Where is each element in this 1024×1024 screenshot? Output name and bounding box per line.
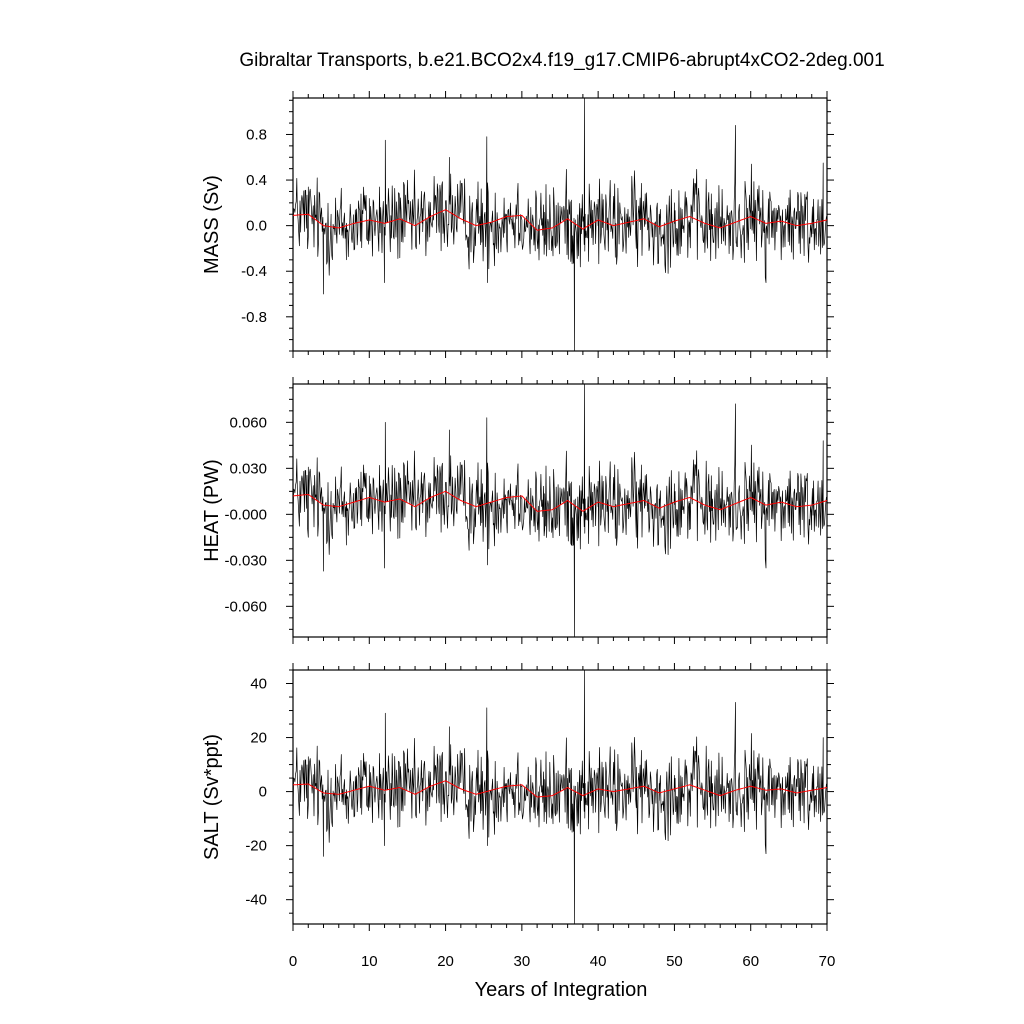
y-tick-label: -0.8	[241, 309, 267, 326]
series-smoothed-line	[292, 490, 828, 512]
x-tick-label: 10	[361, 953, 378, 970]
panels: 0.8 0.4 0.0 -0.4 -0.8 MASS (Sv) 0.060 0.030 -0.0…	[201, 91, 835, 970]
panel-1: 0.8 0.4 0.0 -0.4 -0.8 MASS (Sv)	[201, 91, 834, 358]
y-tick-label: -0.030	[224, 552, 267, 569]
y-tick-label: -40	[245, 892, 267, 909]
y-tick-label: 0.8	[246, 126, 267, 143]
y-axis-label: SALT (Sv*ppt)	[201, 734, 223, 860]
panel-3: 40 20 0 -20 -40 SALT (Sv*ppt)	[201, 663, 834, 931]
series-raw-line	[292, 383, 828, 638]
y-tick-label: 40	[250, 676, 267, 693]
y-axis-label: HEAT (PW)	[201, 459, 223, 562]
y-tick-label: 0.0	[246, 218, 267, 235]
x-tick-label: 60	[742, 953, 759, 970]
y-tick-label: -0.4	[241, 263, 267, 280]
y-tick-label: 20	[250, 730, 267, 747]
series-smoothed-line	[293, 780, 828, 798]
y-tick-label: -0.000	[224, 506, 267, 523]
x-tick-label: 0	[289, 953, 297, 970]
series-smoothed-line	[292, 209, 828, 231]
y-tick-label: 0.030	[229, 460, 267, 477]
panel-2: 0.060 0.030 -0.000 -0.030 -0.060 HEAT (PW)	[201, 377, 834, 644]
x-tick-label: 30	[514, 953, 531, 970]
x-tick-label: 70	[819, 953, 836, 970]
chart-title: Gibraltar Transports, b.e21.BCO2x4.f19_g…	[239, 50, 884, 71]
series-raw-line	[292, 97, 828, 352]
y-tick-label: 0.060	[229, 414, 267, 431]
y-axis-label: MASS (Sv)	[201, 175, 223, 274]
x-tick-label: 50	[666, 953, 683, 970]
x-tick-label: 20	[437, 953, 454, 970]
x-tick-label: 40	[590, 953, 607, 970]
y-tick-label: -0.060	[224, 598, 267, 615]
x-axis-label: Years of Integration	[475, 979, 648, 1001]
y-tick-label: 0.4	[246, 172, 267, 189]
y-tick-label: -20	[245, 838, 267, 855]
series-raw-line	[292, 669, 828, 925]
y-tick-label: 0	[259, 784, 267, 801]
